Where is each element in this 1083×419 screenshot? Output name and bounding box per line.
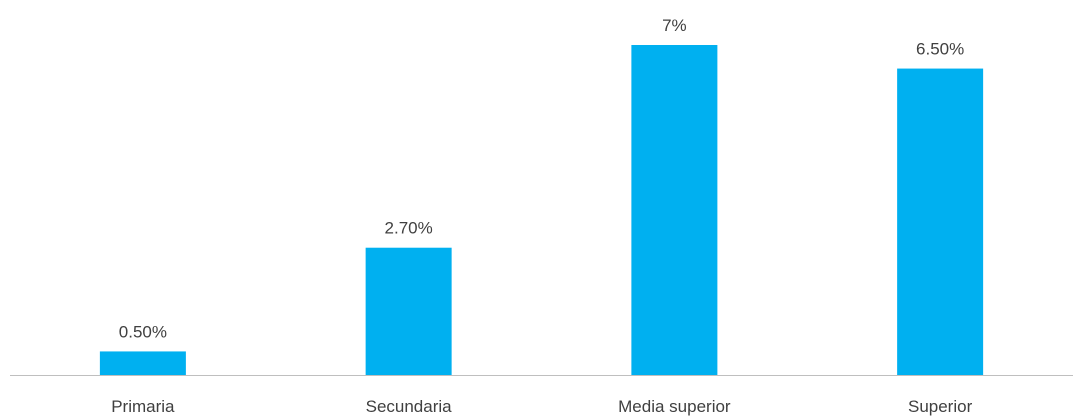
x-tick-label-superior: Superior: [908, 397, 973, 416]
x-tick-labels-group: Primaria Secundaria Media superior Superior: [111, 397, 972, 416]
bar-primaria: [99, 351, 186, 375]
data-labels-group: 0.50% 2.70% 7% 6.50%: [119, 16, 964, 341]
x-tick-label-secundaria: Secundaria: [366, 397, 453, 416]
data-label-media-superior: 7%: [662, 16, 687, 35]
bars-group: [99, 45, 984, 375]
bar-media-superior: [631, 45, 718, 375]
x-tick-label-primaria: Primaria: [111, 397, 175, 416]
data-label-secundaria: 2.70%: [385, 219, 433, 238]
data-label-superior: 6.50%: [916, 40, 964, 59]
bar-secundaria: [365, 247, 452, 375]
x-tick-label-media-superior: Media superior: [618, 397, 731, 416]
data-label-primaria: 0.50%: [119, 322, 167, 341]
bar-superior: [897, 68, 984, 375]
